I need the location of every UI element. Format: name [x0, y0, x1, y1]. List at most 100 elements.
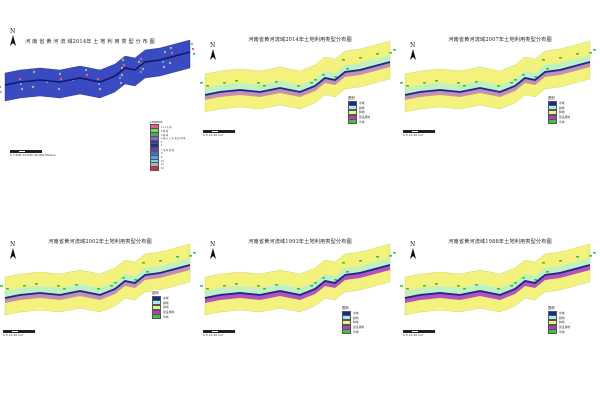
north-arrow-icon: N [408, 42, 418, 68]
legend-label: 林地 [559, 110, 565, 115]
legend-swatch [342, 324, 351, 330]
legend-label: 建设用地 [359, 115, 371, 120]
north-label: N [210, 42, 216, 49]
legend-swatch [348, 119, 357, 125]
legend-item: 耕地 [152, 300, 174, 306]
legend-swatch [342, 329, 351, 335]
legend-title: Legend [150, 120, 163, 124]
legend-item: 林地 [548, 109, 570, 115]
legend-item: 水域 [342, 310, 364, 316]
river-corridor-map [400, 40, 596, 113]
legend-swatch [548, 319, 557, 325]
legend-swatch [348, 100, 357, 106]
map-panel-p1988: 河南省黄河流域1988年土地利用类型分布图 N 0 5 10 20 km 图例 水域 耕地… [400, 205, 600, 400]
map-legend: 图例 水域 耕地 林地 建设用地 草地 [548, 305, 571, 335]
legend-item: 林地 [548, 319, 570, 325]
legend-item: 草地 [348, 119, 370, 125]
legend-swatch [548, 119, 557, 125]
legend-swatch [348, 109, 357, 115]
legend-label: 耕地 [359, 105, 365, 110]
legend-label: 7 未 利 用 地 [161, 148, 174, 152]
north-label: N [10, 28, 16, 35]
legend-swatch [548, 109, 557, 115]
legend-item: 林地 [152, 304, 174, 310]
legend-label: 9 [161, 155, 163, 159]
legend-swatch [152, 295, 161, 301]
legend-label: 耕地 [559, 105, 565, 110]
legend-label: 0 / 1 水 体 [161, 125, 172, 129]
legend-label: 建设用地 [163, 310, 175, 315]
legend-label: 10 [161, 159, 164, 163]
scale-bar-labels: 0 5 10 20 km [3, 333, 23, 337]
river-corridor-map [400, 243, 596, 316]
legend-label: 草地 [559, 119, 565, 124]
legend-label: 草地 [559, 329, 565, 334]
legend-item: 耕地 [342, 315, 364, 321]
legend-label: 林地 [163, 305, 169, 310]
legend-item: 建设用地 [342, 324, 365, 330]
map-title: 河南省黄河流域2014年土地利用类型分布图 [248, 37, 352, 43]
legend-item: 耕地 [348, 105, 370, 111]
legend-label: 林地 [353, 320, 359, 325]
river-corridor-map [200, 243, 396, 316]
legend-swatch [548, 315, 557, 321]
legend-label: 水域 [559, 101, 565, 106]
map-panel-p2014b: 河南省黄河流域2014年土地利用类型分布图 N 0 5 10 20 km 图例 水域 耕地… [200, 0, 400, 195]
legend-item: 林地 [342, 319, 364, 325]
legend-swatch [548, 105, 557, 111]
legend-label: 5 [161, 140, 163, 144]
north-label: N [10, 241, 16, 248]
legend-label: 耕地 [559, 315, 565, 320]
legend-label: 6 [161, 144, 163, 148]
legend-swatch [548, 310, 557, 316]
legend-swatch [152, 304, 161, 310]
legend-label: 草地 [163, 314, 169, 319]
scale-bar-labels: 0 5 10 20 km [403, 333, 423, 337]
legend-item: 水域 [152, 295, 174, 301]
legend-title: 图例 [548, 306, 555, 310]
legend-label: 水域 [559, 311, 565, 316]
legend-item: 建设用地 [152, 309, 175, 315]
map-panel-p2002: 河南省黄河流域2002年土地利用类型分布图 N 0 5 10 20 km 图例 水域 耕地… [0, 205, 200, 400]
legend-item: 水域 [548, 100, 570, 106]
legend-label: 12 [161, 167, 164, 171]
scale-bar-labels: 0 5 10 20 km [203, 333, 223, 337]
legend-label: 建设用地 [353, 325, 365, 330]
legend-item: 耕地 [548, 105, 570, 111]
legend-label: 8 [161, 151, 163, 155]
legend-label: 2 耕 地 [161, 129, 169, 133]
legend-item: 水域 [548, 310, 570, 316]
legend-label: 建设用地 [559, 115, 571, 120]
legend-swatch [548, 100, 557, 106]
legend-swatch [152, 300, 161, 306]
legend-label: 草地 [353, 329, 359, 334]
legend-swatch [152, 309, 161, 315]
legend-swatch [150, 166, 159, 172]
legend-title: 图例 [152, 291, 159, 295]
legend-title: 图例 [548, 96, 555, 100]
legend-title: 图例 [342, 306, 349, 310]
legend-label: 水域 [163, 296, 169, 301]
north-arrow-icon: N [208, 42, 218, 68]
legend-swatch [348, 105, 357, 111]
map-legend: 图例 水域 耕地 林地 建设用地 草地 [152, 290, 175, 320]
legend-label: 水域 [353, 311, 359, 316]
map-title: 河南省黄河流域1988年土地利用类型分布图 [448, 239, 552, 245]
scale-bar-labels: 0 5 10 20 km [203, 133, 223, 137]
legend-label: 11 [161, 163, 164, 167]
scale-bar-labels: 0 5 10 20 km [403, 133, 423, 137]
legend-swatch [348, 114, 357, 120]
legend-label: 耕地 [353, 315, 359, 320]
legend-item: 草地 [342, 329, 364, 335]
map-title: 河南省黄河流域2002年土地利用类型分布图 [48, 239, 152, 245]
legend-item: 水域 [348, 100, 370, 106]
legend-label: 4 城 乡 工 矿 居 民 用 地 [161, 137, 186, 141]
map-legend: 图例 水域 耕地 林地 建设用地 草地 [348, 95, 371, 125]
legend-swatch [152, 314, 161, 320]
north-label: N [210, 241, 216, 248]
map-title: 河 南 省 黄 河 流 域2014年 土 地 利 用 类 型 分 布 图 [25, 39, 155, 45]
legend-label: 建设用地 [559, 325, 571, 330]
legend-item: 耕地 [548, 315, 570, 321]
map-panel-p1993: 河南省黄河流域1993年土地利用类型分布图 N 0 5 10 20 km 图例 水域 耕地… [200, 205, 400, 400]
